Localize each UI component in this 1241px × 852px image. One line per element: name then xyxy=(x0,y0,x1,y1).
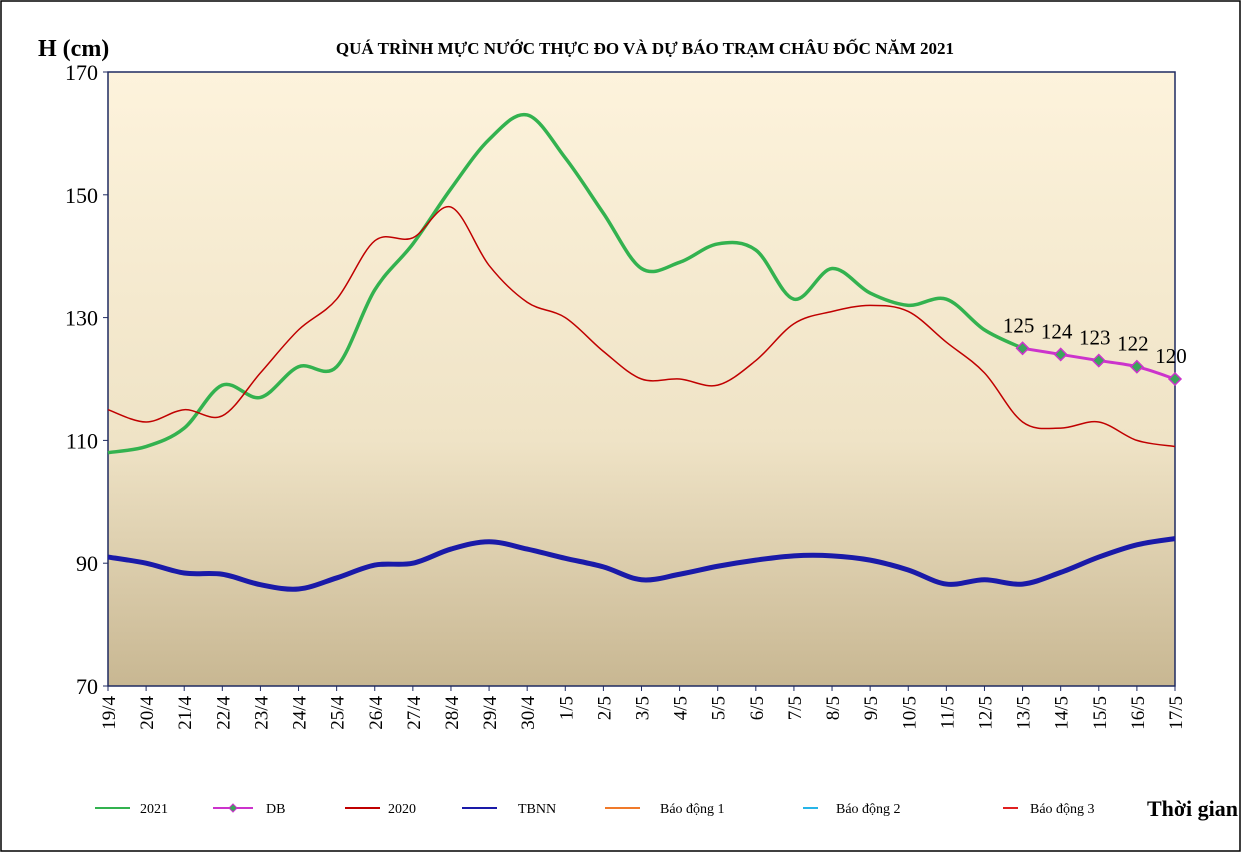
x-tick-label: 16/5 xyxy=(1128,696,1149,730)
x-tick-label: 7/5 xyxy=(785,696,806,720)
x-tick-label: 6/5 xyxy=(747,696,768,720)
x-tick-label: 4/5 xyxy=(671,696,692,720)
marker xyxy=(1167,371,1183,387)
x-tick-label: 30/4 xyxy=(518,696,539,730)
data-label: 120 xyxy=(1155,344,1187,368)
x-tick-label: 23/4 xyxy=(251,696,272,730)
marker xyxy=(1129,359,1144,374)
y-axis-title: H (cm) xyxy=(38,36,109,62)
x-tick-label: 21/4 xyxy=(175,696,196,730)
x-tick-label: 26/4 xyxy=(366,696,387,730)
x-tick-label: 22/4 xyxy=(213,696,234,730)
legend-label: TBNN xyxy=(518,802,556,817)
x-tick-label: 12/5 xyxy=(975,696,996,730)
x-tick-label: 3/5 xyxy=(633,696,654,720)
y-tick-label: 130 xyxy=(65,306,98,331)
marker xyxy=(1091,353,1106,368)
y-tick-label: 170 xyxy=(65,60,98,85)
data-label: 123 xyxy=(1079,326,1111,350)
x-tick-label: 11/5 xyxy=(937,696,958,729)
series-line xyxy=(107,206,1176,448)
y-tick-label: 150 xyxy=(65,183,98,208)
x-tick-label: 17/5 xyxy=(1166,696,1187,730)
x-tick-label: 9/5 xyxy=(861,696,882,720)
y-tick-label: 70 xyxy=(76,674,98,699)
marker xyxy=(1015,341,1030,356)
data-label: 125 xyxy=(1003,313,1035,337)
x-tick-label: 2/5 xyxy=(594,696,615,720)
x-tick-label: 25/4 xyxy=(328,696,349,730)
marker xyxy=(1053,347,1068,362)
chart-title: QUÁ TRÌNH MỰC NƯỚC THỰC ĐO VÀ DỰ BÁO TRẠ… xyxy=(336,38,954,58)
x-tick-label: 8/5 xyxy=(823,696,844,720)
x-tick-label: 27/4 xyxy=(404,696,425,730)
x-tick-label: 5/5 xyxy=(709,696,730,720)
legend-label: 2020 xyxy=(388,802,416,817)
legend-label: DB xyxy=(266,802,285,817)
y-tick-label: 90 xyxy=(76,551,98,576)
data-label: 124 xyxy=(1041,319,1073,343)
x-tick-label: 20/4 xyxy=(137,696,158,730)
legend-label: Báo động 2 xyxy=(836,802,901,817)
series-line xyxy=(107,536,1176,592)
x-tick-label: 24/4 xyxy=(290,696,311,730)
x-tick-label: 19/4 xyxy=(99,696,120,730)
y-tick-label: 110 xyxy=(66,428,98,453)
legend-label: Báo động 3 xyxy=(1030,802,1095,817)
x-tick-label: 13/5 xyxy=(1014,696,1035,730)
series-line xyxy=(107,112,1024,455)
data-label: 122 xyxy=(1117,332,1149,356)
x-tick-label: 14/5 xyxy=(1052,696,1073,730)
x-tick-label: 1/5 xyxy=(556,696,577,720)
legend-label: 2021 xyxy=(140,802,168,817)
legend-marker xyxy=(228,803,238,813)
x-tick-label: 10/5 xyxy=(899,696,920,730)
legend-label: Báo động 1 xyxy=(660,802,725,817)
x-tick-label: 15/5 xyxy=(1090,696,1111,730)
x-axis-title: Thời gian xyxy=(1147,796,1238,821)
x-tick-label: 29/4 xyxy=(480,696,501,730)
x-tick-label: 28/4 xyxy=(442,696,463,730)
